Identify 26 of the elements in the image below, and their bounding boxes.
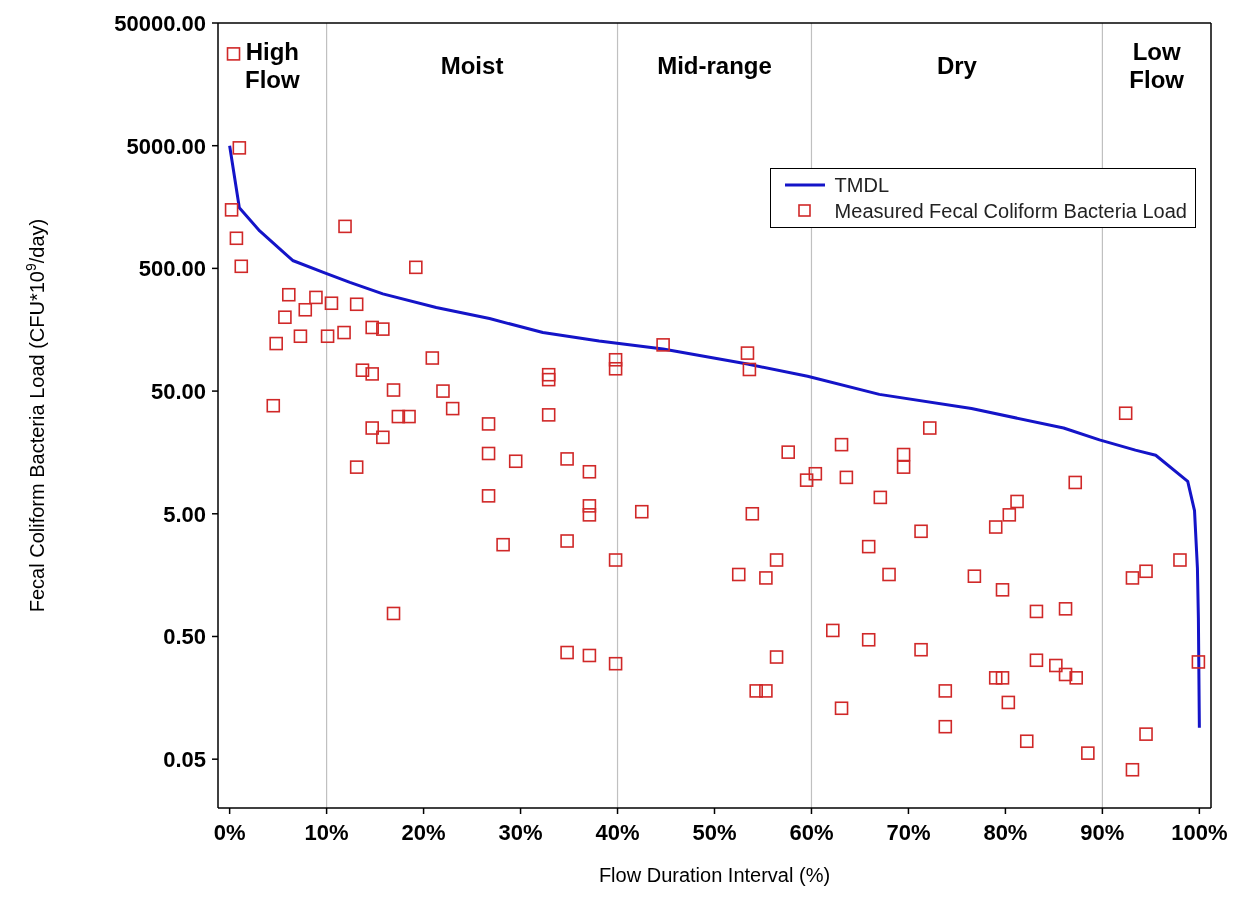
x-tick-label: 10%: [304, 819, 349, 845]
x-tick-label: 100%: [1171, 819, 1228, 845]
y-tick-label: 500.00: [138, 256, 206, 282]
x-tick-label: 90%: [1080, 819, 1125, 845]
annotation: Moist: [440, 51, 504, 79]
y-tick-label: 50000.00: [114, 10, 206, 36]
x-axis-title: Flow Duration Interval (%): [598, 864, 831, 886]
legend-label: TMDL: [834, 173, 890, 198]
x-tick-label: 70%: [886, 819, 931, 845]
y-tick-label: 5.00: [163, 501, 206, 527]
y-tick-label: 0.50: [163, 624, 206, 650]
x-tick-label: 0%: [213, 819, 246, 845]
x-tick-label: 30%: [498, 819, 543, 845]
y-tick-label: 0.05: [163, 746, 206, 772]
x-tick-label: 60%: [789, 819, 834, 845]
y-tick-label: 5000.00: [126, 133, 206, 159]
x-tick-label: 80%: [983, 819, 1028, 845]
annotation: Mid-range: [657, 51, 772, 79]
annotation: Low Flow: [1129, 37, 1185, 93]
legend-label: Measured Fecal Coliform Bacteria Load: [834, 199, 1187, 224]
annotation: Dry: [936, 51, 978, 79]
y-tick-label: 50.00: [150, 378, 206, 404]
x-tick-label: 50%: [692, 819, 737, 845]
annotation: High Flow: [244, 37, 300, 93]
x-tick-label: 40%: [595, 819, 640, 845]
x-tick-label: 20%: [401, 819, 446, 845]
